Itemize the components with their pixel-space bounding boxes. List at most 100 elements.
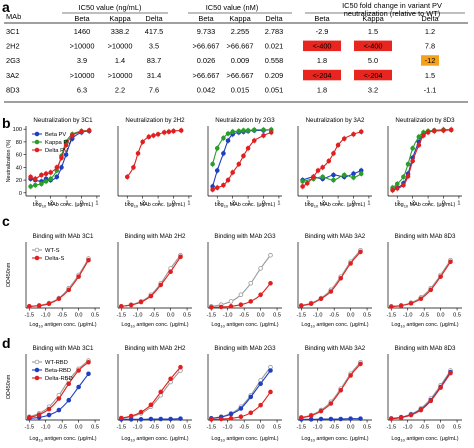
table-sub-header: Kappa: [229, 14, 251, 23]
data-point: [79, 129, 84, 135]
chart-panel-c-3: Binding with MAb 2G3 -1.5 -1.0 -0.5 0.0 0.5 Lo…: [206, 233, 282, 329]
panel-title: Binding with MAb 2H2: [125, 233, 186, 240]
data-point: [32, 182, 38, 188]
data-point: [318, 408, 324, 414]
table-sub-header: Delta: [145, 14, 163, 23]
legend-swatch-marker: [34, 247, 40, 253]
table-cell: 2.2: [115, 85, 125, 94]
data-point: [210, 161, 215, 167]
table-cell: 338.2: [111, 27, 130, 36]
data-point: [63, 152, 69, 157]
data-point: [69, 133, 75, 138]
data-point: [261, 127, 266, 133]
x-tick-label: -1: [156, 201, 161, 207]
data-point: [225, 138, 231, 143]
data-point: [348, 261, 353, 266]
data-point: [335, 142, 341, 148]
table-row-mab: 2H2: [6, 42, 20, 51]
x-tick-label: -1.5: [206, 313, 216, 319]
data-point: [218, 416, 224, 422]
data-point: [46, 301, 52, 307]
data-point: [328, 289, 334, 294]
data-point: [408, 301, 414, 306]
data-point: [308, 301, 314, 307]
data-point: [251, 138, 257, 143]
x-tick-label: 0.5: [91, 425, 99, 431]
x-tick-label: 0: [442, 201, 445, 207]
chart-panel-c-4: Binding with MAb 3A2 -1.5 -1.0 -0.5 0.0 0.5 Lo…: [296, 233, 372, 329]
x-tick-label: -2: [410, 201, 415, 207]
panel-title: Binding with MAb 3C1: [33, 345, 94, 352]
data-point: [158, 416, 164, 422]
data-point: [236, 161, 242, 167]
data-point: [394, 186, 400, 191]
x-tick-label: -1.0: [133, 313, 143, 319]
data-point: [331, 151, 336, 156]
data-point: [248, 410, 254, 416]
panel-title: Binding with MAb 2G3: [214, 345, 276, 352]
table-cell: 83.7: [147, 56, 161, 65]
x-tick-label: -0.5: [239, 313, 249, 319]
x-tick-label: -1.0: [133, 425, 143, 431]
data-point: [410, 145, 415, 151]
data-point: [28, 174, 33, 180]
data-point: [421, 133, 426, 138]
table-row-mab: 8D3: [6, 85, 20, 94]
ic50-table: MAb IC50 value (ng/mL) IC50 value (nM) I…: [4, 1, 468, 103]
table-cell: 31.4: [147, 71, 161, 80]
panel-title: Binding with MAb 8D3: [395, 233, 456, 240]
table-mab-header: MAb: [6, 12, 21, 21]
table-group-header-ngml: IC50 value (ng/mL): [79, 3, 142, 12]
data-point: [56, 296, 62, 302]
x-tick-label: 0.5: [183, 425, 191, 431]
data-point: [218, 304, 224, 310]
data-point: [208, 417, 214, 422]
x-tick-label: -0.5: [149, 313, 159, 319]
data-point: [251, 127, 257, 133]
data-point: [348, 416, 353, 421]
table-sub-header: Beta: [74, 14, 90, 23]
data-point: [304, 180, 310, 186]
panel-title: Neutralization by 2G3: [215, 117, 275, 124]
x-tick-label: 0.0: [75, 313, 83, 319]
data-point: [135, 151, 141, 156]
data-point: [448, 370, 453, 376]
data-point: [48, 176, 53, 182]
x-axis-label: Log10 MAb conc. (μg/mL): [33, 202, 94, 209]
series-line: [211, 254, 271, 307]
data-point: [221, 151, 226, 156]
legend-label: WT-RBD: [45, 360, 68, 366]
y-tick-label: 40: [16, 165, 22, 171]
table-sub-header: Kappa: [362, 14, 384, 23]
table-cell: 3.2: [368, 85, 378, 94]
data-point: [390, 187, 395, 193]
x-tick-label: 0.0: [347, 313, 355, 319]
x-tick-label: 0.0: [167, 425, 175, 431]
legend-swatch-marker: [34, 131, 40, 137]
data-point: [178, 364, 183, 370]
table-sub-header: Delta: [265, 14, 283, 23]
data-point: [416, 142, 422, 148]
x-tick-label: -1.5: [386, 313, 396, 319]
data-point: [161, 130, 167, 135]
table-cell: 1.5: [425, 71, 435, 80]
x-axis-label: Log10 antigen conc. (μg/mL): [211, 436, 278, 443]
table-cell: >10000: [108, 71, 133, 80]
data-point: [36, 412, 42, 418]
x-tick-label: -1.0: [41, 313, 51, 319]
data-point: [171, 128, 176, 134]
table-cell: 0.042: [197, 85, 216, 94]
data-point: [56, 407, 62, 413]
x-tick-label: -0.5: [419, 313, 429, 319]
y-tick-label: 60: [16, 153, 22, 159]
x-tick-label: -0.5: [329, 313, 339, 319]
data-point: [245, 128, 251, 133]
x-tick-label: -3: [125, 201, 130, 207]
x-tick-label: -2: [320, 201, 325, 207]
x-tick-label: 0: [262, 201, 265, 207]
y-tick-label: 20: [16, 178, 22, 184]
x-tick-label: 0.5: [363, 313, 371, 319]
table-cell: <-204: [312, 71, 331, 80]
data-point: [394, 181, 400, 187]
